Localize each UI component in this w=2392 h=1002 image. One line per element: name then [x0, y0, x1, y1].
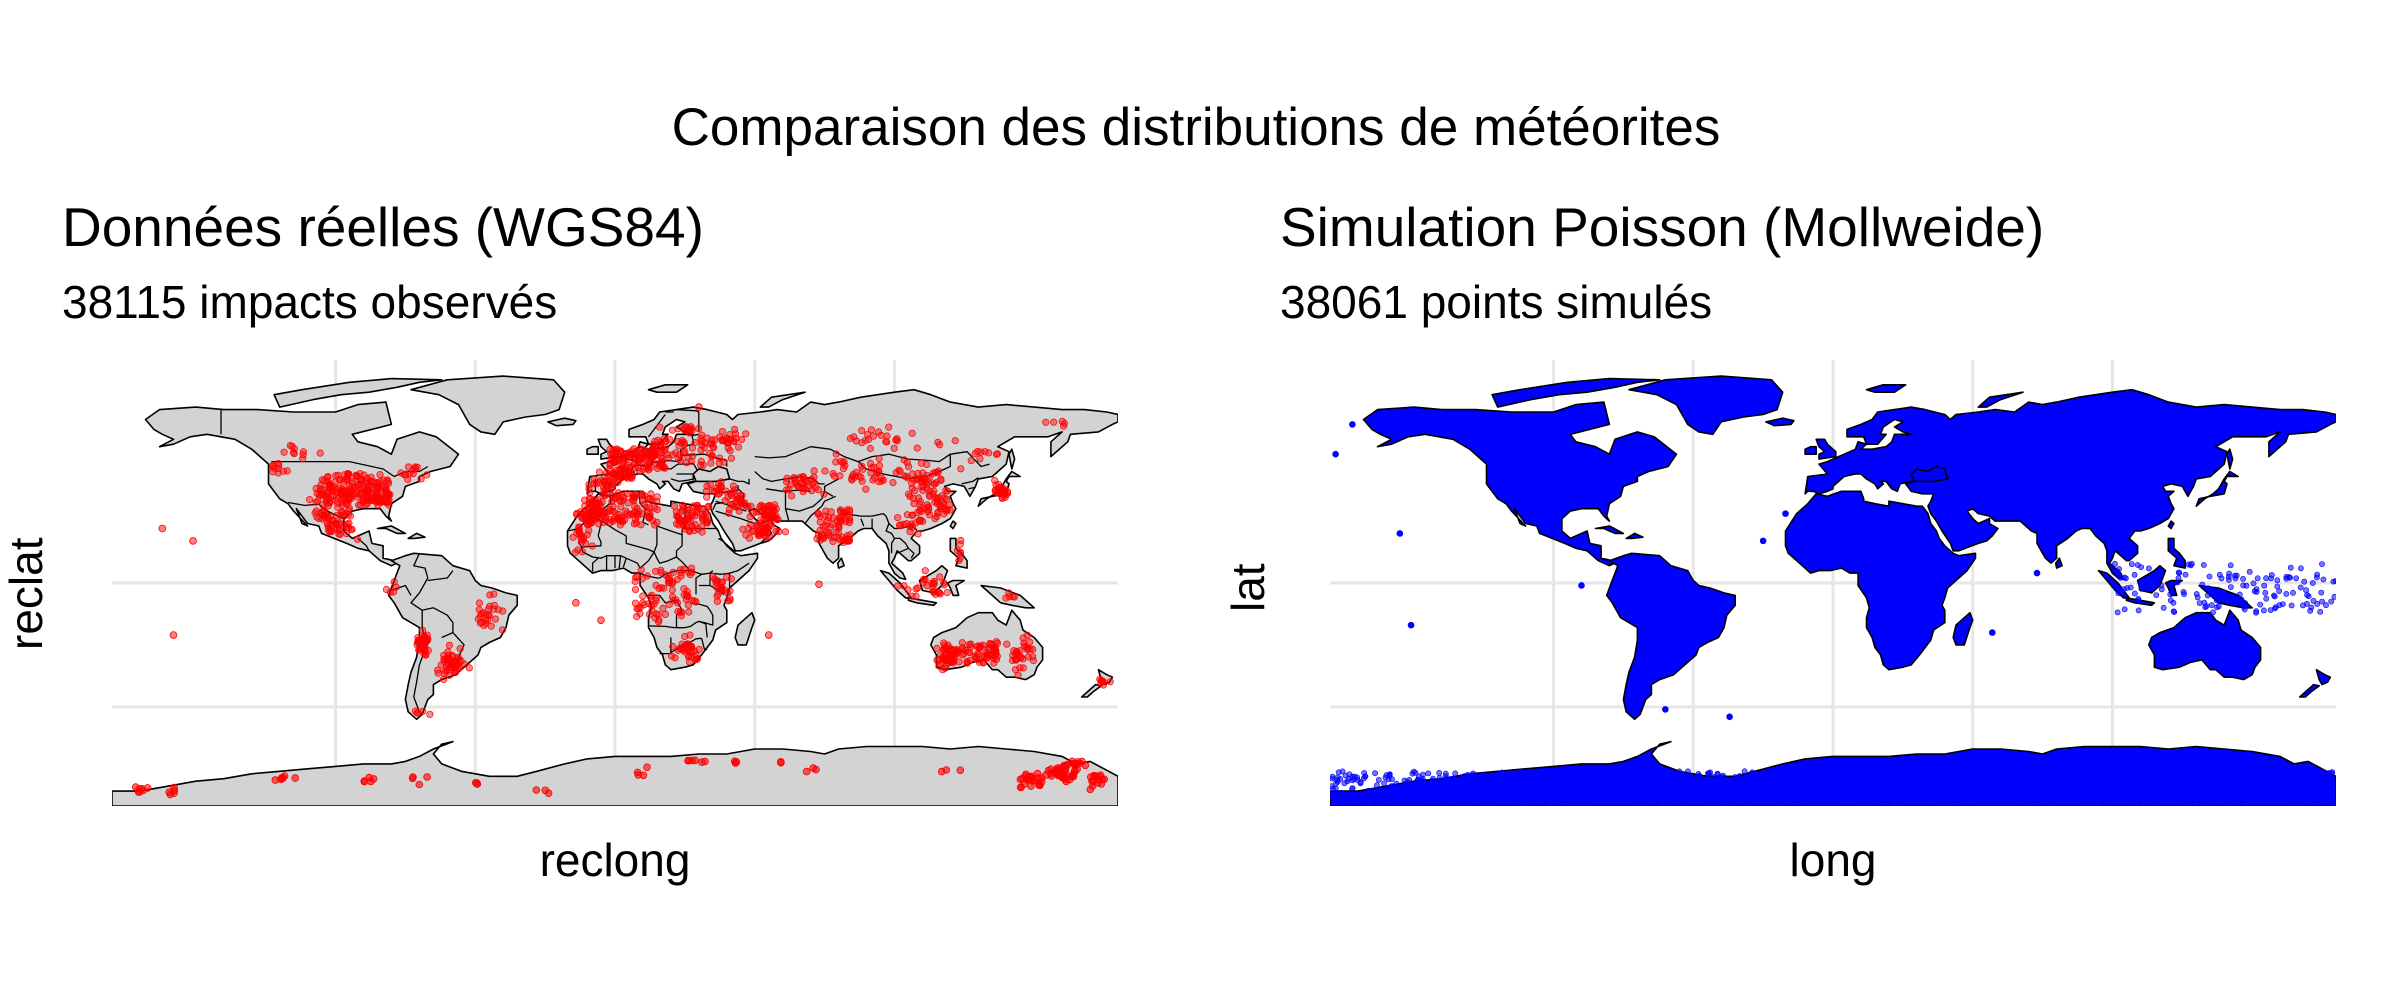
land-madagascar — [734, 611, 756, 646]
land-britain — [1815, 438, 1837, 460]
land-madagascar — [1952, 611, 1974, 646]
land-sakhalin — [1008, 448, 1016, 470]
land-taiwan — [2167, 520, 2175, 530]
land-sri-lanka — [2054, 557, 2063, 569]
simulated-points — [1330, 421, 2336, 806]
land-cuba — [1594, 525, 1625, 535]
land-svalbard — [647, 384, 689, 393]
left-y-axis-label: reclat — [0, 537, 52, 650]
land-arctic-islands — [1491, 377, 1661, 408]
land-new-zealand-south — [2298, 683, 2320, 698]
land-greenland — [410, 375, 566, 436]
land-sakhalin — [2226, 448, 2234, 470]
left-panel-title: Données réelles (WGS84) — [62, 196, 704, 258]
land-ireland — [586, 445, 599, 455]
left-panel-subtitle: 38115 impacts observés — [62, 276, 558, 328]
right-x-axis-label: long — [1789, 834, 1877, 886]
impact-points — [131, 403, 1114, 799]
land-iceland — [547, 417, 577, 427]
land-svalbard — [1865, 384, 1907, 393]
land-ireland — [1804, 445, 1817, 455]
land-taiwan — [949, 520, 957, 530]
land-africa — [566, 490, 759, 671]
land-south-america — [387, 552, 518, 721]
land-sulawesi — [946, 579, 966, 597]
land-new-zealand-north — [2315, 668, 2332, 686]
land-sri-lanka — [836, 557, 845, 569]
observed-meteorites-map — [112, 360, 1118, 806]
land-iceland — [1765, 417, 1795, 427]
land-arctic-islands — [273, 377, 443, 408]
land-hispaniola — [407, 532, 426, 540]
right-y-axis-label: lat — [1222, 563, 1274, 612]
land-antarctica — [112, 740, 1118, 806]
right-panel-subtitle: 38061 points simulés — [1280, 276, 1713, 328]
left-x-axis-label: reclong — [539, 834, 691, 886]
land-greenland — [1628, 375, 1784, 436]
land-north-america — [1362, 401, 1678, 567]
simulated-points-map — [1330, 360, 2336, 806]
land-hispaniola — [1625, 532, 1644, 540]
land-philippines — [2167, 537, 2186, 569]
land-cuba — [376, 525, 407, 535]
land-borneo — [918, 564, 949, 594]
land-australia — [2148, 609, 2262, 681]
land-novaya-zemlya — [1977, 391, 2024, 408]
figure-title: Comparaison des distributions de météori… — [671, 98, 1721, 157]
land-novaya-zemlya — [759, 391, 806, 408]
land-africa — [1784, 490, 1977, 671]
land-north-america — [144, 401, 460, 567]
land-eurasia — [1804, 388, 2336, 581]
right-panel-title: Simulation Poisson (Mollweide) — [1280, 196, 2045, 258]
land-south-america — [1605, 552, 1736, 721]
land-new-zealand-south — [1080, 683, 1102, 698]
land-japan — [2195, 470, 2239, 507]
